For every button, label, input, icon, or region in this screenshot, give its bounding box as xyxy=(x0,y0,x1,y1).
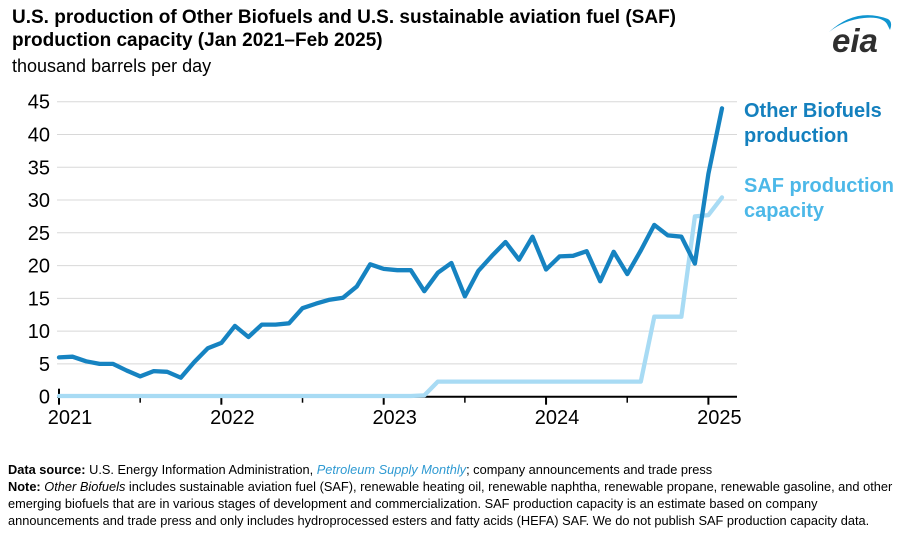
footer-text-segment: U.S. Energy Information Administration, xyxy=(89,462,317,477)
eia-logo-swoosh-icon xyxy=(829,15,892,32)
y-axis-tick-label: 15 xyxy=(28,288,50,310)
petroleum-supply-monthly-link[interactable]: Petroleum Supply Monthly xyxy=(316,462,467,477)
data-source-line: Data source: U.S. Energy Information Adm… xyxy=(8,461,898,478)
page-title-line1: U.S. production of Other Biofuels and U.… xyxy=(12,7,676,28)
x-axis-tick-label: 2025 xyxy=(697,407,742,429)
eia-logo-text: eia xyxy=(832,22,878,59)
x-axis-tick-label: 2024 xyxy=(535,407,580,429)
y-axis-tick-label: 30 xyxy=(28,190,50,212)
y-axis-tick-label: 40 xyxy=(28,124,50,146)
footer-text-segment: ; company announcements and trade press xyxy=(466,462,713,477)
footer-text-segment: Note: xyxy=(8,479,45,494)
legend-saf-production-capacity: SAF production capacity xyxy=(744,175,894,222)
footer-text-segment: Data source: xyxy=(8,462,90,477)
y-axis-tick-label: 35 xyxy=(28,157,50,179)
y-axis-tick-label: 45 xyxy=(28,92,50,114)
page-title-line2: production capacity (Jan 2021–Feb 2025) xyxy=(12,30,383,51)
y-axis-tick-label: 25 xyxy=(28,223,50,245)
x-axis-tick-label: 2023 xyxy=(372,407,417,429)
footer-text-segment: Other Biofuels xyxy=(44,479,126,494)
legend-other-biofuels-production: Other Biofuels production xyxy=(744,100,882,147)
x-axis-tick-label: 2022 xyxy=(210,407,255,429)
footer-text-segment: includes sustainable aviation fuel (SAF)… xyxy=(8,479,893,528)
y-axis-tick-label: 20 xyxy=(28,256,50,278)
y-axis-tick-label: 0 xyxy=(39,387,50,409)
x-axis-tick-label: 2021 xyxy=(48,407,93,429)
note-paragraph: Note: Other Biofuels includes sustainabl… xyxy=(8,478,898,529)
y-axis-tick-label: 10 xyxy=(28,321,50,343)
chart-units-subtitle: thousand barrels per day xyxy=(12,56,212,76)
title-block: U.S. production of Other Biofuels and U.… xyxy=(12,6,812,77)
y-axis-tick-label: 5 xyxy=(39,354,50,376)
other-biofuels-line xyxy=(56,106,725,380)
footer-notes: Data source: U.S. Energy Information Adm… xyxy=(8,461,898,529)
eia-logo: eia xyxy=(829,15,892,59)
saf-capacity-line xyxy=(56,195,725,399)
